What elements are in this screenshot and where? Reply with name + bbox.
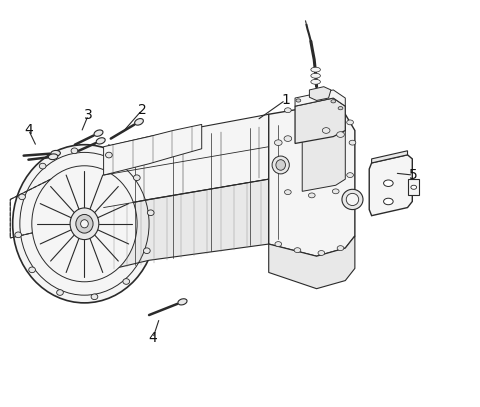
- Ellipse shape: [48, 154, 58, 160]
- Ellipse shape: [331, 100, 336, 103]
- Text: 2: 2: [137, 103, 146, 117]
- Polygon shape: [269, 106, 355, 256]
- Ellipse shape: [294, 248, 301, 253]
- Ellipse shape: [15, 232, 22, 238]
- Ellipse shape: [285, 108, 291, 113]
- Text: 4: 4: [148, 331, 157, 345]
- Polygon shape: [372, 151, 408, 163]
- Ellipse shape: [106, 152, 112, 158]
- Ellipse shape: [342, 189, 363, 210]
- Ellipse shape: [19, 194, 25, 200]
- Ellipse shape: [311, 73, 321, 78]
- Polygon shape: [104, 125, 202, 175]
- Ellipse shape: [123, 279, 130, 284]
- Polygon shape: [295, 90, 345, 106]
- Ellipse shape: [411, 185, 417, 189]
- Ellipse shape: [384, 180, 393, 186]
- Ellipse shape: [133, 175, 140, 181]
- Ellipse shape: [29, 267, 36, 273]
- Polygon shape: [108, 144, 180, 187]
- Ellipse shape: [311, 79, 321, 84]
- Text: 5: 5: [409, 168, 418, 182]
- Ellipse shape: [311, 67, 321, 72]
- Ellipse shape: [91, 294, 98, 300]
- Ellipse shape: [332, 189, 339, 194]
- Ellipse shape: [309, 105, 315, 109]
- Ellipse shape: [147, 210, 154, 216]
- Ellipse shape: [349, 140, 356, 145]
- Text: 1: 1: [281, 93, 290, 107]
- Ellipse shape: [96, 138, 105, 144]
- Text: 3: 3: [84, 108, 93, 122]
- Ellipse shape: [347, 120, 353, 125]
- Ellipse shape: [323, 128, 330, 133]
- Ellipse shape: [338, 107, 343, 110]
- Ellipse shape: [332, 110, 339, 115]
- Ellipse shape: [309, 193, 315, 198]
- Ellipse shape: [285, 190, 291, 195]
- Ellipse shape: [57, 290, 63, 295]
- Ellipse shape: [336, 132, 344, 138]
- Ellipse shape: [284, 136, 292, 142]
- Ellipse shape: [81, 220, 88, 228]
- Ellipse shape: [272, 156, 289, 174]
- Ellipse shape: [39, 163, 46, 169]
- Polygon shape: [106, 114, 298, 208]
- Ellipse shape: [346, 193, 359, 206]
- Polygon shape: [369, 155, 412, 216]
- Polygon shape: [106, 171, 298, 270]
- Ellipse shape: [32, 166, 137, 282]
- Polygon shape: [302, 116, 345, 191]
- Ellipse shape: [314, 95, 319, 98]
- Ellipse shape: [178, 299, 187, 305]
- Polygon shape: [310, 87, 331, 101]
- Polygon shape: [295, 98, 345, 144]
- Ellipse shape: [276, 160, 286, 170]
- Ellipse shape: [51, 151, 60, 156]
- Polygon shape: [408, 179, 420, 195]
- Ellipse shape: [76, 214, 93, 233]
- Ellipse shape: [71, 148, 78, 153]
- Ellipse shape: [275, 140, 282, 145]
- Ellipse shape: [347, 173, 353, 177]
- Polygon shape: [269, 236, 355, 289]
- Ellipse shape: [70, 208, 99, 240]
- Ellipse shape: [296, 99, 301, 102]
- Ellipse shape: [12, 144, 156, 303]
- Ellipse shape: [94, 130, 103, 136]
- Text: 4: 4: [24, 123, 33, 137]
- Ellipse shape: [318, 251, 324, 256]
- Ellipse shape: [275, 242, 282, 247]
- Ellipse shape: [134, 118, 144, 125]
- Ellipse shape: [384, 198, 393, 205]
- Ellipse shape: [337, 246, 344, 251]
- Ellipse shape: [144, 248, 150, 254]
